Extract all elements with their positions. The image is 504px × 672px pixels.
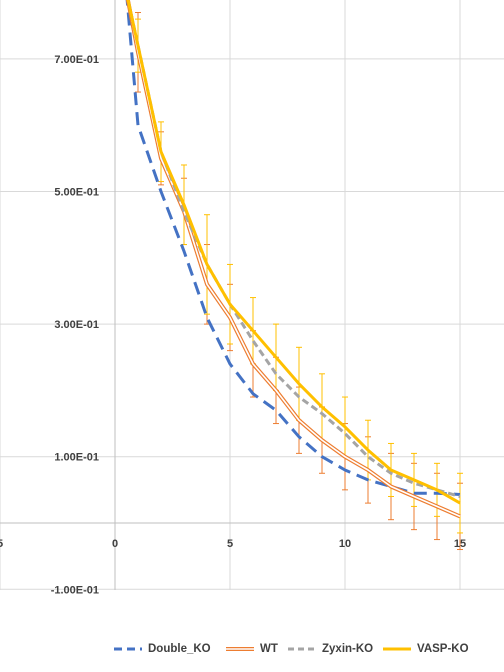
tick-labels: -1.00E-01 1.00E-01 3.00E-01 5.00E-01 7.00E-0… (0, 54, 466, 596)
x-tick-label: 0 (112, 538, 118, 550)
legend-item-double-ko: Double_KO (112, 640, 211, 658)
x-tick-label: 10 (339, 538, 351, 550)
legend-swatch-vasp-ko (383, 647, 411, 651)
y-tick-label: 5.00E-01 (54, 187, 99, 199)
series-line-double-ko (125, 0, 461, 496)
series-lines (125, 0, 461, 519)
legend-swatch-wt (226, 647, 254, 651)
legend-swatch-double-ko (114, 647, 142, 651)
legend-item-zyxin-ko: Zyxin-KO (286, 640, 373, 658)
legend-swatch-zyxin-ko (288, 647, 316, 651)
x-tick-label: 5 (227, 538, 233, 550)
axes (0, 0, 504, 590)
y-tick-label: 1.00E-01 (54, 452, 99, 464)
y-tick-label: 7.00E-01 (54, 54, 99, 66)
legend-label-double-ko: Double_KO (148, 643, 211, 655)
series-line-zyxin-ko (126, 0, 461, 498)
series-line-vasp-ko (126, 0, 461, 505)
x-tick-label: 5 (0, 538, 3, 550)
legend-item-wt: WT (224, 640, 278, 658)
chart-plot: -1.00E-01 1.00E-01 3.00E-01 5.00E-01 7.00E-0… (0, 0, 504, 596)
series-line-wt-inner (127, 0, 461, 518)
legend-label-vasp-ko: VASP-KO (417, 643, 469, 655)
y-tick-label: -1.00E-01 (51, 584, 99, 596)
legend-label-zyxin-ko: Zyxin-KO (322, 643, 374, 655)
series-line-wt (125, 0, 461, 519)
legend-item-vasp-ko: VASP-KO (381, 640, 469, 658)
x-tick-label: 15 (454, 538, 466, 550)
legend: Double_KO WT Zyxin-KO VASP-KO (0, 636, 504, 664)
error-bars (135, 11, 463, 551)
y-tick-label: 3.00E-01 (54, 319, 99, 331)
legend-label-wt: WT (260, 643, 278, 655)
